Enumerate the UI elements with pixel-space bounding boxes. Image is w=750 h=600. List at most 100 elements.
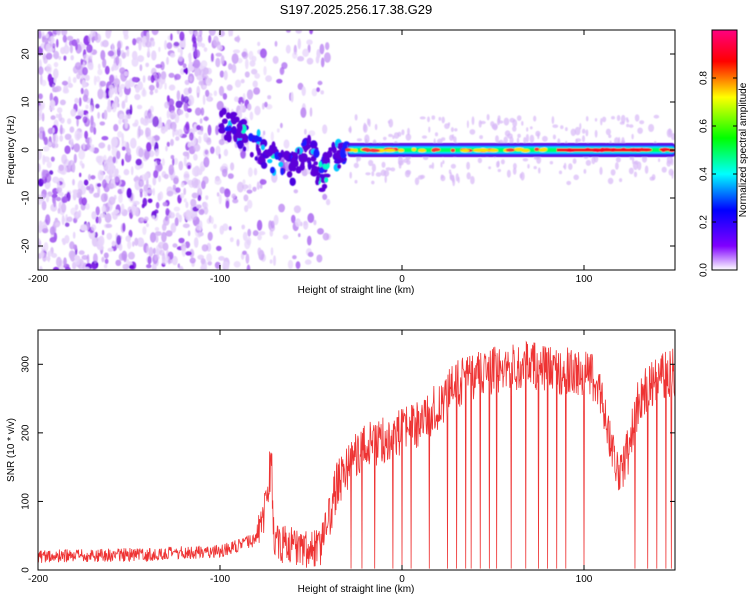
spectrogram-cell: [56, 38, 59, 48]
spectrogram-cell: [260, 144, 265, 151]
x-tick-label: -200: [28, 574, 48, 585]
spectrogram-cell: [97, 63, 101, 70]
spectrogram-cell: [192, 193, 197, 199]
spectrogram-cell: [486, 114, 490, 121]
spectrogram-cell: [96, 183, 102, 188]
spectrogram-cell: [93, 127, 97, 135]
spectrogram-cell: [52, 266, 60, 270]
spectrogram-cell: [306, 57, 314, 65]
spectrogram-cell: [615, 157, 621, 163]
spectrogram-cell: [63, 257, 67, 267]
spectrogram-cell: [82, 67, 88, 76]
spectrogram-cell: [126, 48, 130, 57]
spectrogram-cell: [297, 56, 305, 62]
spectrogram-cell: [183, 96, 190, 104]
spectrogram-cell: [94, 231, 98, 238]
spectrogram-cell: [189, 257, 196, 264]
spectrogram-cell: [218, 256, 225, 261]
spectrogram-cell: [516, 137, 520, 144]
spectrogram-cell: [283, 139, 290, 149]
spectrogram-cell: [147, 46, 150, 57]
spectrogram-cell: [216, 245, 222, 252]
spectrogram-cell: [81, 197, 88, 206]
spectrogram-cell: [51, 253, 58, 258]
spectrogram-cell: [76, 211, 80, 218]
spectrogram-cell: [222, 93, 228, 100]
spectrogram-cell: [183, 102, 188, 112]
spectrogram-cell: [615, 162, 619, 170]
spectrogram-cell: [552, 124, 559, 128]
spectrogram-cell: [324, 177, 329, 183]
spectrogram-cell: [558, 170, 563, 175]
spectrogram-cell: [64, 266, 71, 270]
spectrogram-cell: [208, 30, 216, 36]
spectrogram-cell: [175, 212, 180, 218]
spectrogram-cell: [112, 156, 117, 164]
spectrogram-cell: [517, 133, 521, 138]
spectrogram-cell: [90, 144, 95, 153]
spectrogram-cell: [203, 47, 208, 52]
spectrogram-x-ticks: -200 -100 0 100: [28, 30, 593, 285]
spectrogram-cell: [52, 43, 56, 49]
spectrogram-cell: [629, 156, 633, 161]
spectrogram-cell: [199, 30, 203, 37]
spectrogram-cell: [241, 224, 245, 230]
spectrogram-cell: [194, 30, 199, 37]
spectrogram-cell: [139, 191, 143, 198]
spectrogram-cell: [102, 58, 107, 68]
spectrogram-cell: [69, 44, 73, 54]
snr-x-label: Height of straight line (km): [298, 584, 415, 595]
spectrogram-cell: [219, 70, 225, 78]
spectrogram-cell: [241, 51, 247, 58]
spectrogram-cell: [176, 90, 181, 101]
spectrogram-cell: [174, 217, 179, 227]
spectrogram-cell: [49, 99, 56, 108]
spectrogram-cell: [405, 169, 412, 175]
spectrogram-cell: [149, 90, 154, 96]
spectrogram-cell: [222, 261, 230, 270]
spectrogram-cell: [143, 216, 149, 222]
spectrogram-cell: [187, 165, 191, 169]
spectrogram-cell: [193, 59, 201, 69]
spectrogram-cell: [170, 222, 177, 233]
spectrogram-cell: [267, 159, 273, 164]
spectrogram-cell: [198, 169, 203, 176]
spectrogram-cell: [232, 198, 239, 204]
spectrogram-cell: [194, 226, 201, 238]
spectrogram-cell: [188, 87, 192, 94]
spectrogram-cell: [45, 43, 51, 53]
spectrogram-cell: [189, 132, 194, 141]
spectrogram-cell: [628, 124, 634, 128]
spectrogram-cell: [286, 30, 291, 33]
spectrogram-cell: [325, 42, 330, 51]
spectrogram-cell: [600, 118, 603, 126]
spectrogram-cell: [150, 74, 155, 83]
spectrogram-cell: [371, 163, 376, 172]
x-tick-label: 0: [399, 574, 405, 585]
spectrogram-cell: [236, 181, 244, 193]
spectrogram-cell: [296, 147, 301, 155]
spectrogram-cell: [61, 30, 68, 36]
spectrogram-cell: [145, 62, 150, 68]
spectrogram-cell: [64, 133, 72, 140]
spectrogram-cell: [172, 157, 175, 166]
spectrogram-cell: [242, 250, 247, 255]
spectrogram-cell: [52, 83, 55, 93]
spectrogram-cell: [80, 224, 88, 231]
spectrogram-cell: [251, 68, 258, 75]
spectrogram-cell: [513, 163, 517, 170]
spectrogram-cell: [594, 118, 598, 122]
spectrogram-cell: [103, 91, 107, 98]
spectrogram-cell: [128, 229, 133, 238]
spectrogram-cell: [265, 75, 272, 82]
spectrogram-cell: [245, 58, 249, 70]
chart-title: S197.2025.256.17.38.G29: [280, 2, 433, 17]
spectrogram-cell: [447, 122, 451, 126]
spectrogram-cell: [111, 42, 115, 51]
spectrogram-cell: [270, 166, 276, 174]
spectrogram-cell: [322, 162, 330, 170]
spectrogram-cell: [247, 103, 252, 111]
spectrogram-cell: [497, 168, 501, 173]
spectrogram-cell: [158, 241, 165, 249]
spectrogram-cell: [160, 126, 167, 134]
